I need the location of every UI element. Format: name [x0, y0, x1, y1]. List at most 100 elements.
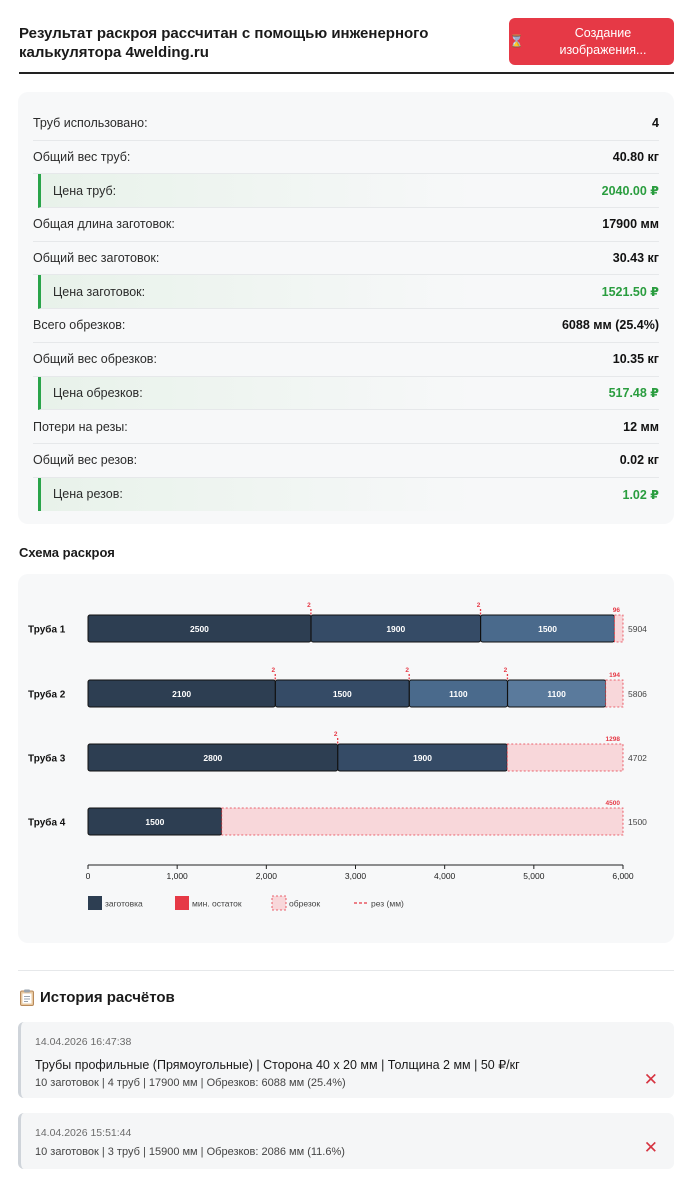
- history-item[interactable]: 14.04.2026 15:51:44 10 заготовок | 3 тру…: [18, 1113, 674, 1169]
- summary-price-row: Цена заготовок: 1521.50 ₽: [38, 275, 659, 310]
- summary-label: Всего обрезков:: [33, 318, 126, 333]
- summary-label: Общая длина заготовок:: [33, 217, 175, 232]
- summary-card: Труб использовано: 4 Общий вес труб: 40.80 …: [18, 92, 674, 524]
- history-item[interactable]: 14.04.2026 16:47:38 Трубы профильные (Пр…: [18, 1022, 674, 1098]
- summary-value: 6088 мм (25.4%): [561, 318, 659, 333]
- piece-label: 2800: [203, 753, 222, 763]
- history-item-summary: 10 заготовок | 4 труб | 17900 мм | Обрез…: [35, 1077, 346, 1089]
- create-image-button-label: Создание изображения...: [559, 25, 647, 57]
- history-item-title: Трубы профильные (Прямоугольные) | Сторо…: [35, 1058, 520, 1072]
- legend-label: рез (мм): [371, 899, 404, 909]
- pipe-label: Труба 3: [28, 753, 66, 765]
- cut-label: 2: [405, 667, 409, 674]
- x-tick-label: 6,000: [612, 871, 634, 881]
- piece-label: 1900: [413, 753, 432, 763]
- used-length-label: 5806: [628, 689, 647, 699]
- piece-label: 1500: [145, 817, 164, 827]
- cut-label: 2: [307, 602, 311, 609]
- create-image-button[interactable]: ⌛ Создание изображения...: [509, 18, 674, 65]
- summary-label: Общий вес обрезков:: [33, 352, 157, 367]
- summary-row: Всего обрезков: 6088 мм (25.4%): [33, 309, 659, 343]
- result-header: Результат раскроя рассчитан с помощью ин…: [19, 18, 674, 74]
- summary-label: Труб использовано:: [33, 116, 148, 131]
- legend-label: обрезок: [289, 899, 320, 909]
- pipe-label: Труба 4: [28, 817, 66, 829]
- waste-bar: [614, 614, 624, 643]
- history-title-text: История расчётов: [40, 989, 175, 1006]
- result-title: Результат раскроя рассчитан с помощью ин…: [19, 25, 429, 61]
- history-item-date: 14.04.2026 16:47:38: [35, 1036, 132, 1048]
- history-title: История расчётов: [20, 989, 175, 1006]
- summary-value: 1.02 ₽: [622, 487, 660, 502]
- history-item-summary: 10 заготовок | 3 труб | 15900 мм | Обрез…: [35, 1146, 345, 1158]
- summary-value: 12 мм: [623, 419, 659, 434]
- used-length-label: 1500: [628, 817, 647, 827]
- legend-swatch-min: [175, 896, 189, 910]
- pipe-label: Труба 2: [28, 689, 66, 701]
- summary-price-row: Цена труб: 2040.00 ₽: [38, 174, 659, 209]
- legend-label: заготовка: [105, 899, 143, 909]
- piece-label: 1100: [547, 689, 566, 699]
- piece-label: 2500: [190, 624, 209, 634]
- summary-price-row: Цена обрезков: 517.48 ₽: [38, 376, 659, 411]
- waste-bar: [605, 679, 624, 708]
- waste-label: 1298: [606, 736, 621, 743]
- summary-label: Общий вес заготовок:: [33, 251, 160, 266]
- waste-label: 4500: [606, 800, 621, 807]
- cut-label: 2: [334, 731, 338, 738]
- summary-value: 17900 мм: [602, 217, 659, 232]
- pipe-label: Труба 1: [28, 624, 66, 636]
- summary-row: Общий вес заготовок: 30.43 кг: [33, 242, 659, 276]
- close-icon[interactable]: ✕: [643, 1138, 658, 1157]
- summary-label: Цена заготовок:: [53, 284, 146, 299]
- used-length-label: 5904: [628, 624, 647, 634]
- summary-row: Общий вес труб: 40.80 кг: [33, 141, 659, 175]
- x-tick-label: 5,000: [523, 871, 545, 881]
- waste-label: 96: [613, 607, 621, 614]
- x-tick-label: 4,000: [434, 871, 456, 881]
- waste-label: 194: [609, 672, 620, 679]
- piece-label: 1100: [449, 689, 468, 699]
- legend-swatch-waste: [271, 895, 287, 911]
- piece-label: 1500: [333, 689, 352, 699]
- summary-value: 0.02 кг: [619, 453, 659, 468]
- summary-row: Труб использовано: 4: [33, 107, 659, 141]
- summary-value: 40.80 кг: [612, 150, 659, 165]
- legend-swatch-piece: [88, 896, 102, 910]
- history-item-date: 14.04.2026 15:51:44: [35, 1127, 132, 1139]
- summary-value: 30.43 кг: [612, 251, 659, 266]
- x-tick-label: 3,000: [345, 871, 367, 881]
- summary-label: Цена резов:: [53, 487, 123, 502]
- piece-label: 1900: [386, 624, 405, 634]
- summary-label: Общий вес резов:: [33, 453, 138, 468]
- scheme-title: Схема раскроя: [19, 545, 115, 560]
- summary-value: 4: [652, 116, 659, 131]
- summary-value: 10.35 кг: [612, 352, 659, 367]
- piece-label: 1500: [538, 624, 557, 634]
- summary-label: Цена обрезков:: [53, 385, 143, 400]
- summary-row: Общий вес обрезков: 10.35 кг: [33, 343, 659, 377]
- close-icon[interactable]: ✕: [643, 1070, 658, 1089]
- summary-row: Потери на резы: 12 мм: [33, 410, 659, 444]
- summary-value: 517.48 ₽: [608, 386, 659, 401]
- cut-label: 2: [477, 602, 481, 609]
- summary-value: 1521.50 ₽: [601, 285, 659, 300]
- summary-label: Потери на резы:: [33, 419, 128, 434]
- legend-label: мин. остаток: [192, 899, 242, 909]
- piece-label: 2100: [172, 689, 191, 699]
- cutting-scheme-svg: Труба 1 2500 2 1900 2 1500 96 5904 Труба 2 2100 2 1…: [28, 602, 647, 911]
- summary-label: Общий вес труб:: [33, 150, 131, 165]
- hourglass-icon: ⌛: [509, 34, 524, 48]
- summary-row: Общий вес резов: 0.02 кг: [33, 444, 659, 478]
- waste-bar: [506, 743, 624, 772]
- waste-bar: [221, 807, 624, 836]
- summary-price-row: Цена резов: 1.02 ₽: [38, 477, 660, 512]
- section-divider: [18, 970, 674, 971]
- x-tick-label: 0: [86, 871, 91, 881]
- used-length-label: 4702: [628, 753, 647, 763]
- summary-row: Общая длина заготовок: 17900 мм: [33, 208, 659, 242]
- summary-label: Цена труб:: [53, 183, 117, 198]
- x-tick-label: 1,000: [167, 871, 189, 881]
- cutting-scheme-chart: Труба 1 2500 2 1900 2 1500 96 5904 Труба 2 2100 2 1…: [18, 574, 674, 943]
- cut-label: 2: [271, 667, 275, 674]
